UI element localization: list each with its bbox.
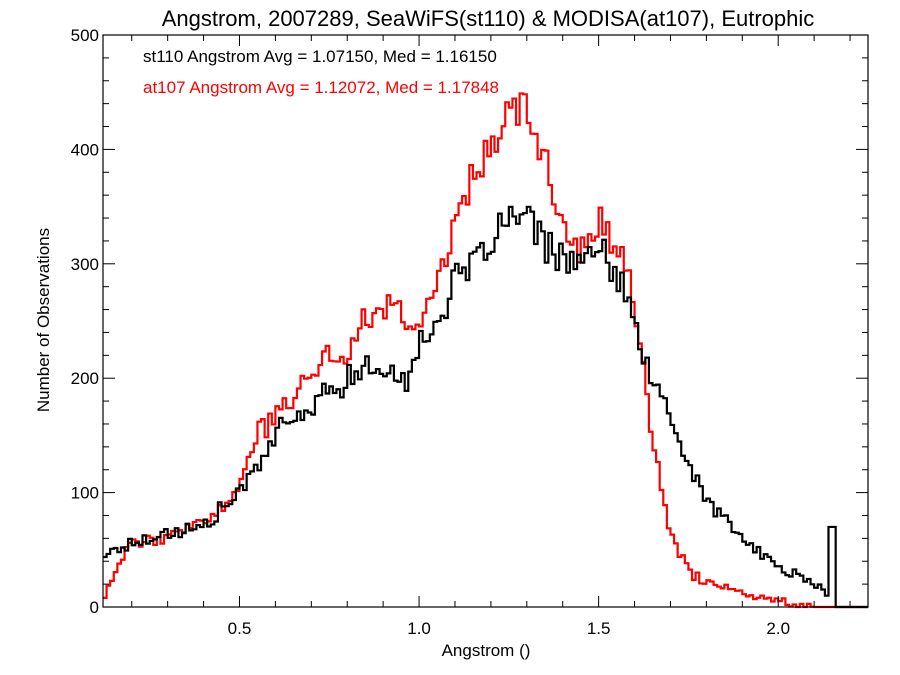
x-tick-label: 1.5	[587, 619, 611, 638]
x-tick-label: 1.0	[407, 619, 431, 638]
x-axis-label: Angstrom ()	[442, 641, 531, 660]
y-tick-label: 200	[71, 369, 99, 388]
y-axis-label: Number of Observations	[34, 228, 53, 412]
legend: st110 Angstrom Avg = 1.07150, Med = 1.16…	[143, 47, 499, 97]
legend-entry-st110: st110 Angstrom Avg = 1.07150, Med = 1.16…	[143, 47, 497, 66]
y-tick-label: 0	[90, 598, 99, 617]
x-tick-label: 2.0	[766, 619, 790, 638]
plot-frame	[102, 34, 869, 608]
series-line-0	[103, 205, 868, 609]
series-layer	[103, 92, 868, 609]
y-tick-label: 500	[71, 26, 99, 45]
x-tick-label: 0.5	[228, 619, 252, 638]
legend-entry-at107: at107 Angstrom Avg = 1.12072, Med = 1.17…	[143, 78, 499, 97]
y-tick-label: 400	[71, 140, 99, 159]
chart-title: Angstrom, 2007289, SeaWiFS(st110) & MODI…	[162, 6, 815, 31]
y-tick-label: 100	[71, 484, 99, 503]
axes-layer: 0.5 1.0 1.5 2.0 0 100 200 300 400 500	[71, 26, 869, 638]
series-line-1	[103, 92, 868, 609]
y-tick-label: 300	[71, 255, 99, 274]
